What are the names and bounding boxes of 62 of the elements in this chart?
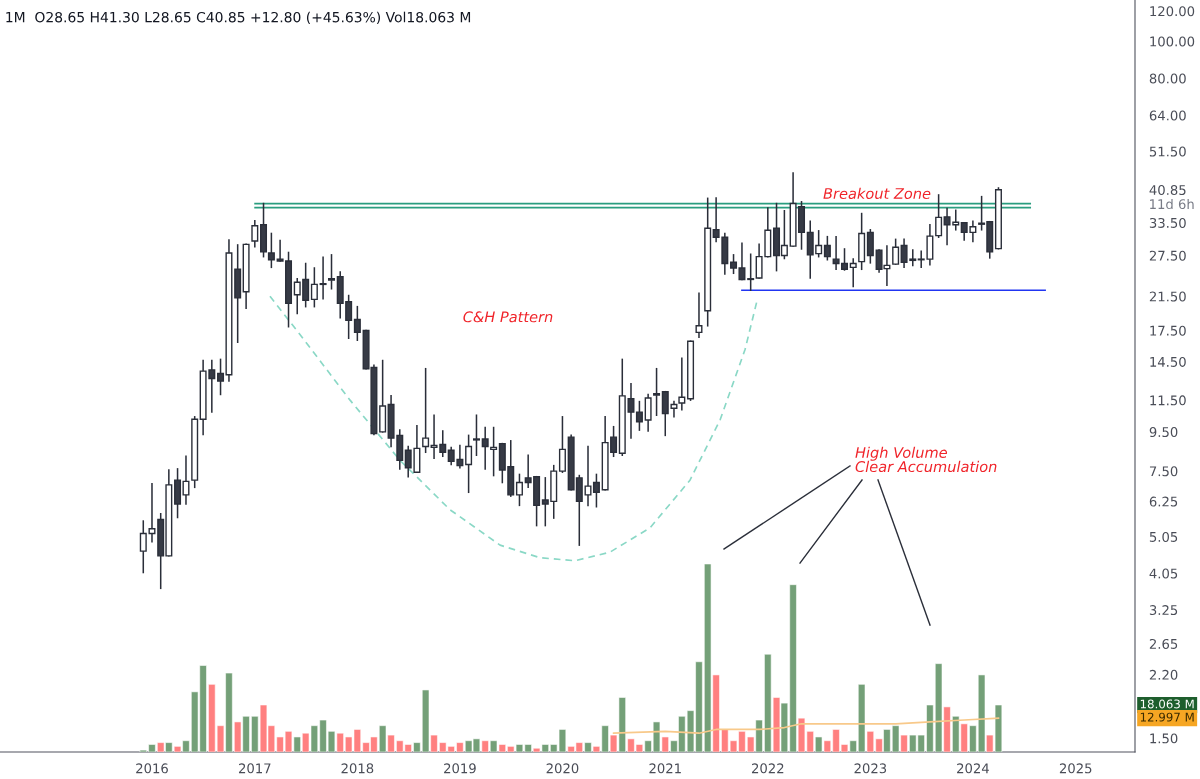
y-tick-label: 14.50 (1150, 356, 1186, 367)
candlestick (328, 254, 336, 290)
y-tick-label: 21.50 (1149, 291, 1186, 302)
y-tick-label: 3.25 (1149, 605, 1178, 616)
y-tick-label: 40.85 (1149, 185, 1186, 195)
x-tick-label: 2024 (957, 763, 989, 774)
x-tick-label: 2018 (341, 763, 374, 774)
x-tick-label: 2020 (546, 763, 579, 774)
candlestick (823, 235, 831, 261)
y-tick-label: 17.50 (1150, 325, 1186, 336)
y-tick-label: 100.00 (1150, 36, 1195, 47)
candlestick (747, 253, 755, 292)
y-tick-label: 1.50 (1150, 733, 1178, 744)
annotation: Breakout Zone (823, 187, 931, 199)
candlestick (465, 434, 473, 494)
candlestick (558, 416, 566, 473)
y-tick-label: 7.50 (1149, 466, 1178, 477)
candlestick (353, 305, 361, 341)
x-tick-label: 2016 (136, 763, 168, 774)
candlestick (695, 292, 703, 339)
candlestick (935, 194, 943, 238)
y-tick-label: 2.20 (1149, 669, 1178, 680)
candlestick (849, 258, 857, 288)
y-tick-label: 33.50 (1149, 217, 1186, 228)
annotation: High Volume Clear Accumulation (855, 446, 997, 473)
y-tick-label: 5.05 (1149, 531, 1178, 542)
candlestick (472, 414, 480, 457)
y-tick-label: 27.50 (1149, 250, 1186, 261)
y-tick-label: 9.50 (1149, 427, 1178, 438)
text: 11d 6h (1150, 198, 1194, 210)
candlestick (422, 367, 430, 454)
x-tick-label: 2022 (751, 763, 784, 774)
y-tick-label: 2.65 (1149, 638, 1178, 649)
x-tick-label: 2019 (444, 763, 476, 774)
candlestick (310, 267, 318, 308)
line-series (269, 295, 758, 562)
candlestick (490, 426, 498, 477)
candlestick (515, 473, 523, 507)
y-tick-label: 6.25 (1149, 496, 1178, 507)
text: 12.997 M (1140, 712, 1194, 722)
candlestick (644, 393, 652, 432)
candlestick (319, 256, 327, 300)
x-tick-label: 2023 (854, 763, 887, 774)
y-tick-label: 4.05 (1149, 568, 1178, 579)
candlestick (892, 238, 900, 265)
x-tick-label: 2017 (238, 763, 271, 774)
candlestick (653, 367, 661, 417)
text: 18.063 M (1140, 699, 1194, 709)
candlestick (251, 219, 259, 248)
y-tick-label: 51.50 (1149, 146, 1186, 157)
candlestick (481, 426, 489, 470)
y-tick-label: 80.00 (1149, 73, 1186, 84)
y-tick-label: 120.00 (1150, 6, 1195, 17)
x-tick-label: 2025 (1059, 763, 1092, 774)
candlestick (635, 400, 643, 431)
text: 1M O28.65 H41.30 L28.65 C40.85 +12.80 (+45.63%) Vol18.063 M (6, 11, 471, 25)
y-tick-label: 11.50 (1150, 395, 1186, 406)
y-tick-label: 64.00 (1149, 110, 1186, 121)
candlestick (678, 357, 686, 411)
x-tick-label: 2021 (649, 763, 681, 774)
annotation: C&H Pattern (463, 311, 553, 323)
candlestick (866, 229, 874, 264)
